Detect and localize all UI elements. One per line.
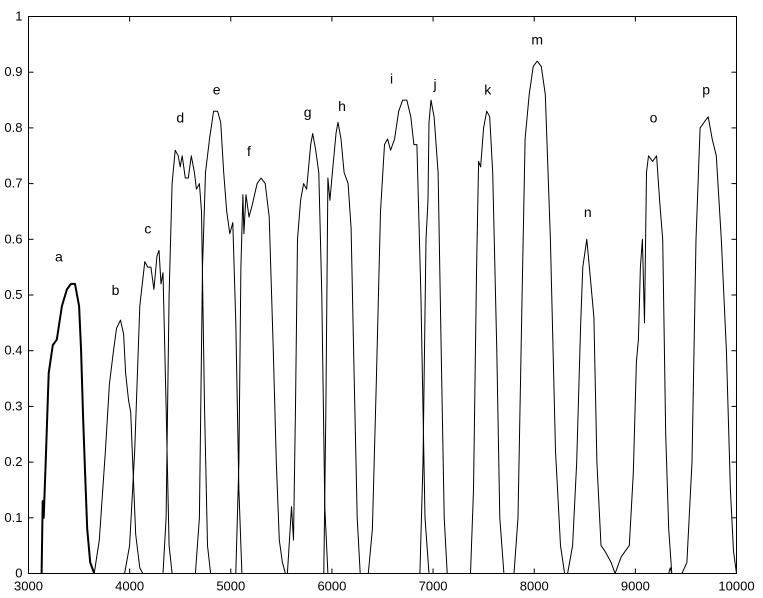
x-tick-label: 8000 — [520, 579, 549, 594]
series-label-k: k — [484, 81, 492, 97]
y-axis: 0 0.1 0.2 0.3 0.4 0.5 0.6 0.7 0.8 0.9 1 — [4, 9, 737, 581]
y-tick-label: 0.9 — [4, 64, 22, 79]
series-label-h: h — [338, 98, 346, 114]
x-tick-label: 3000 — [14, 579, 43, 594]
y-tick-label: 0 — [15, 566, 22, 581]
series-curves — [40, 60, 737, 574]
series-label-a: a — [55, 249, 63, 265]
y-tick-label: 0.5 — [4, 287, 22, 302]
series-line-e — [194, 110, 243, 574]
y-tick-label: 0.3 — [4, 398, 22, 413]
series-label-b: b — [112, 282, 120, 298]
series-label-c: c — [144, 221, 151, 237]
series-line-o — [668, 567, 673, 574]
y-tick-label: 0.8 — [4, 120, 22, 135]
x-tick-label: 7000 — [419, 579, 448, 594]
series-label-g: g — [304, 104, 312, 120]
y-tick-label: 1 — [15, 9, 22, 24]
series-label-j: j — [433, 76, 437, 92]
x-tick-label: 10000 — [718, 579, 754, 594]
x-tick-label: 5000 — [216, 579, 245, 594]
series-line-b — [93, 319, 144, 574]
x-tick-label: 4000 — [115, 579, 144, 594]
series-label-o: o — [650, 109, 658, 125]
series-line-g — [286, 133, 329, 574]
series-line-d — [162, 149, 212, 574]
y-tick-label: 0.2 — [4, 454, 22, 469]
series-line-h — [323, 121, 361, 574]
x-tick-label: 6000 — [317, 579, 346, 594]
series-line-n — [567, 155, 673, 574]
series-label-e: e — [213, 81, 221, 97]
series-line-m — [513, 60, 566, 574]
y-tick-label: 0.7 — [4, 176, 22, 191]
series-line-a — [40, 282, 96, 574]
series-label-p: p — [702, 81, 710, 97]
series-labels: a b c d e f g h i j k m n p o — [55, 31, 710, 298]
y-tick-label: 0.6 — [4, 231, 22, 246]
x-axis: 3000 4000 5000 6000 7000 8000 9000 10000 — [14, 16, 755, 594]
x-tick-label: 9000 — [621, 579, 650, 594]
plot-frame — [28, 16, 737, 574]
series-label-n: n — [584, 204, 592, 220]
y-tick-label: 0.4 — [4, 343, 22, 358]
y-tick-label: 0.1 — [4, 510, 22, 525]
series-label-f: f — [247, 143, 251, 159]
series-line-k — [470, 110, 505, 574]
series-label-d: d — [176, 109, 184, 125]
series-line-p — [681, 116, 737, 574]
series-label-m: m — [531, 31, 543, 47]
series-line-j — [419, 99, 448, 574]
series-label-i: i — [390, 70, 393, 86]
series-line-c — [124, 249, 173, 574]
series-line-i — [367, 99, 430, 574]
series-line-f — [235, 177, 286, 574]
